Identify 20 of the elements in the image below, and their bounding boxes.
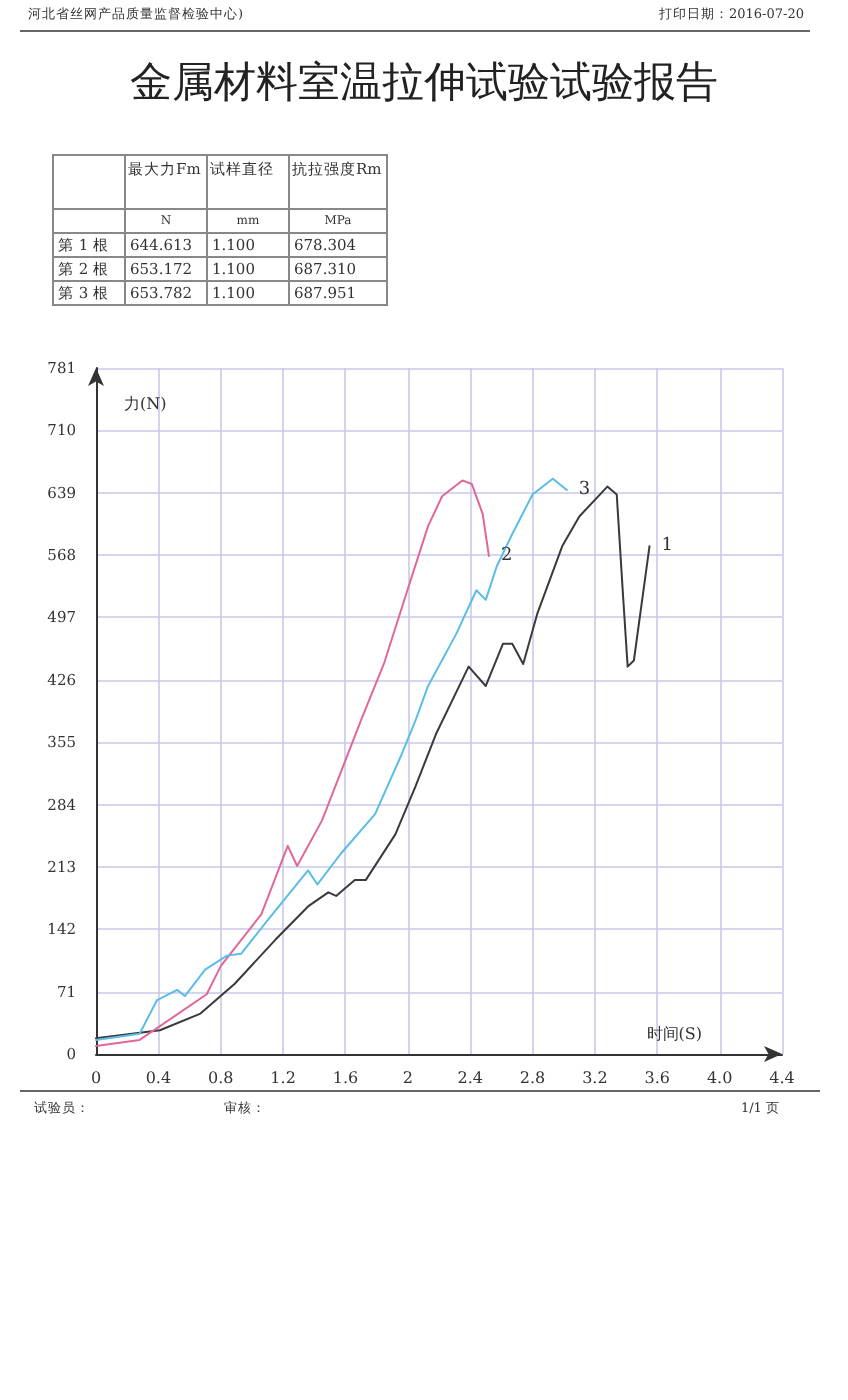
x-tick-label: 1.6 [332,1069,359,1087]
series-label: 1 [661,536,673,557]
line-series [95,479,490,1048]
x-tick-label: 0 [90,1069,102,1087]
line-series [95,477,568,1041]
x-tick-label: 4.4 [769,1069,795,1087]
x-tick-label: 0.4 [145,1069,172,1087]
x-tick-label: 2.8 [519,1069,546,1087]
series-label: 2 [500,545,513,566]
y-axis-title: 力(N) [124,395,167,413]
text: 金属材料室温拉伸试验试验报告 [128,56,720,110]
x-axis-title: 时间(S) [646,1025,702,1043]
x-tick-label: 2 [402,1069,413,1087]
x-tick-label: 1.2 [270,1069,296,1087]
x-tick-label: 3.6 [644,1069,671,1087]
x-tick-label: 3.2 [582,1069,608,1087]
series-label: 3 [578,480,591,501]
x-tick-label: 2.4 [457,1069,483,1087]
x-tick-label: 4.0 [706,1069,733,1087]
x-tick-label: 0.8 [207,1069,234,1087]
